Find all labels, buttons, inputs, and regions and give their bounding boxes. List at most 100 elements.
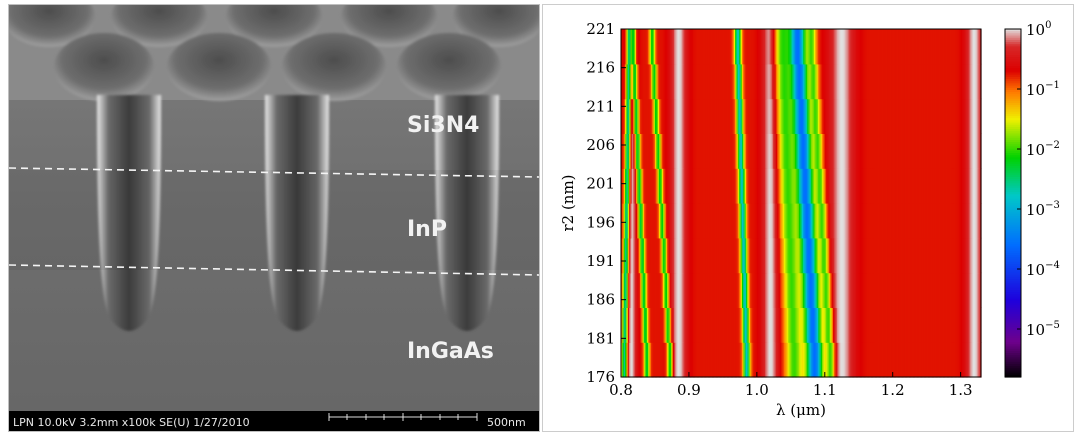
heatmap-cell bbox=[623, 29, 626, 65]
heatmap-cell bbox=[724, 203, 727, 239]
heatmap-cell bbox=[894, 29, 897, 65]
heatmap-cell bbox=[797, 237, 800, 274]
heatmap-cell bbox=[771, 342, 774, 378]
heatmap-cell bbox=[887, 98, 890, 134]
heatmap-cell bbox=[726, 63, 729, 100]
heatmap-cell bbox=[880, 237, 883, 274]
heatmap-cell bbox=[782, 342, 785, 378]
heatmap-cell bbox=[659, 168, 661, 204]
heatmap-cell bbox=[913, 203, 916, 239]
heatmap-cell bbox=[623, 272, 626, 308]
heatmap-cell bbox=[675, 307, 678, 343]
heatmap-cell bbox=[941, 307, 944, 343]
heatmap-cell bbox=[925, 29, 928, 65]
heatmap-cell bbox=[856, 29, 858, 65]
heatmap-cell bbox=[837, 29, 839, 65]
heatmap-cell bbox=[731, 29, 733, 65]
heatmap-cell bbox=[702, 342, 705, 378]
heatmap-cell bbox=[754, 133, 757, 169]
heatmap-cell bbox=[712, 342, 714, 378]
colorbar-strip bbox=[1005, 189, 1021, 193]
heatmap-cell bbox=[766, 98, 769, 134]
heatmap-cell bbox=[740, 98, 743, 134]
heatmap-cell bbox=[793, 29, 796, 65]
heatmap-cell bbox=[933, 342, 936, 378]
heatmap-cell bbox=[870, 29, 873, 65]
heatmap-cell bbox=[657, 342, 660, 378]
heatmap-cell bbox=[936, 168, 939, 204]
colorbar-strip bbox=[1005, 144, 1021, 148]
heatmap-cell bbox=[691, 307, 694, 343]
heatmap-cell bbox=[926, 168, 929, 204]
heatmap-cell bbox=[865, 98, 868, 134]
heatmap-cell bbox=[631, 63, 634, 100]
heatmap-cell bbox=[733, 272, 736, 308]
heatmap-cell bbox=[635, 168, 638, 204]
heatmap-cell bbox=[702, 307, 705, 343]
heatmap-cell bbox=[869, 237, 872, 274]
heatmap-cell bbox=[945, 272, 948, 308]
heatmap-cell bbox=[944, 133, 947, 169]
heatmap-cell bbox=[876, 133, 879, 169]
heatmap-cell bbox=[691, 272, 694, 308]
heatmap-cell bbox=[930, 342, 933, 378]
heatmap-cell bbox=[625, 272, 628, 308]
heatmap-cell bbox=[665, 307, 668, 343]
heatmap-cell bbox=[713, 63, 716, 100]
heatmap-cell bbox=[911, 133, 914, 169]
heatmap-cell bbox=[652, 237, 655, 274]
heatmap-cell bbox=[748, 342, 751, 378]
heatmap-cell bbox=[675, 63, 678, 100]
heatmap-cell bbox=[760, 203, 763, 239]
heatmap-cell bbox=[889, 168, 892, 204]
heatmap-cell bbox=[961, 307, 964, 343]
heatmap-cell bbox=[659, 307, 661, 343]
heatmap-cell bbox=[665, 168, 668, 204]
heatmap-cell bbox=[891, 272, 894, 308]
heatmap-cell bbox=[957, 63, 960, 100]
heatmap-cell bbox=[760, 29, 763, 65]
heatmap-cell bbox=[627, 203, 630, 239]
heatmap-cell bbox=[703, 168, 706, 204]
heatmap-cell bbox=[880, 63, 883, 100]
heatmap-cell bbox=[724, 63, 727, 100]
heatmap-cell bbox=[957, 342, 960, 378]
heatmap-cell bbox=[736, 342, 739, 378]
heatmap-cell bbox=[919, 307, 922, 343]
heatmap-cell bbox=[786, 63, 789, 100]
heatmap-cell bbox=[809, 133, 812, 169]
heatmap-cell bbox=[940, 29, 943, 65]
heatmap-cell bbox=[898, 272, 901, 308]
heatmap-cell bbox=[751, 63, 754, 100]
heatmap-cell bbox=[644, 29, 647, 65]
heatmap-cell bbox=[932, 272, 935, 308]
colorbar-strip bbox=[1005, 259, 1021, 263]
heatmap-cell bbox=[907, 98, 910, 134]
heatmap-cell bbox=[707, 203, 710, 239]
heatmap-cell bbox=[789, 307, 792, 343]
heatmap-cell bbox=[966, 168, 969, 204]
heatmap-cell bbox=[800, 29, 803, 65]
heatmap-cell bbox=[889, 98, 892, 134]
heatmap-cell bbox=[933, 203, 936, 239]
heatmap-cell bbox=[914, 168, 917, 204]
heatmap-cell bbox=[671, 342, 674, 378]
heatmap-cell bbox=[649, 237, 652, 274]
heatmap-cell bbox=[915, 203, 918, 239]
heatmap-cell bbox=[646, 307, 649, 343]
heatmap-cell bbox=[793, 168, 796, 204]
heatmap-cell bbox=[902, 342, 905, 378]
heatmap-cell bbox=[788, 272, 791, 308]
heatmap-cell bbox=[819, 272, 822, 308]
heatmap-cell bbox=[972, 29, 975, 65]
heatmap-cell bbox=[661, 272, 664, 308]
heatmap-cell bbox=[792, 237, 795, 274]
heatmap-cell bbox=[974, 307, 977, 343]
heatmap-cell bbox=[732, 29, 735, 65]
heatmap-cell bbox=[884, 98, 887, 134]
heatmap-cell bbox=[635, 63, 638, 100]
heatmap-cell bbox=[635, 203, 638, 239]
heatmap-cell bbox=[654, 168, 657, 204]
heatmap-cell bbox=[675, 98, 678, 134]
heatmap-cell bbox=[754, 203, 757, 239]
